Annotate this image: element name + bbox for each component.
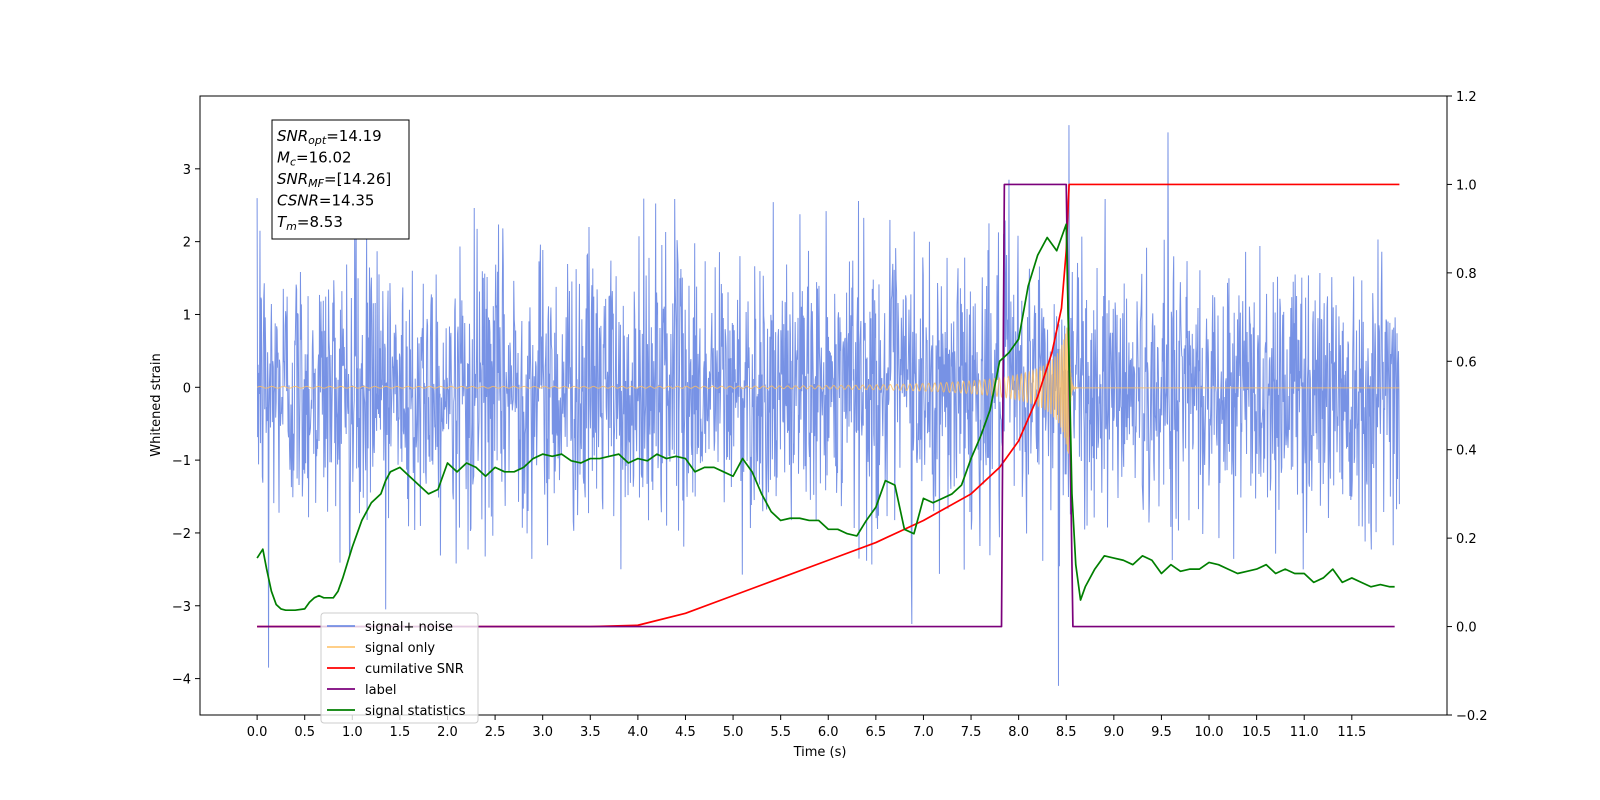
y2-tick-label: −0.2	[1456, 709, 1488, 724]
y-tick-label: −4	[172, 673, 191, 688]
annotation-line: Tm=8.53	[277, 213, 343, 233]
legend-label: signal+ noise	[365, 620, 453, 635]
x-tick-label: 9.5	[1151, 725, 1172, 740]
annotation-line: Mc=16.02	[277, 149, 352, 169]
x-tick-label: 2.5	[485, 725, 506, 740]
annotation-frame	[271, 119, 410, 240]
x-tick-label: 10.5	[1242, 725, 1271, 740]
y-tick-label: −2	[172, 527, 191, 542]
x-tick-label: 6.5	[866, 725, 887, 740]
x-tick-label: 11.5	[1337, 725, 1366, 740]
y-axis-left: 3 2 1 0 −1 −2 −3 −4	[172, 163, 200, 688]
series-signal-statistics	[256, 223, 1395, 612]
y2-tick-label: 1.0	[1456, 178, 1477, 193]
legend-label: signal statistics	[365, 704, 466, 719]
x-axis-title: Time (s)	[793, 745, 847, 760]
x-tick-label: 4.0	[628, 725, 649, 740]
y-axis-right: 1.2 1.0 0.8 0.6 0.4 0.2 0.0 −0.2	[1447, 90, 1488, 724]
y2-tick-label: 0.6	[1456, 355, 1477, 370]
legend-label: cumilative SNR	[365, 662, 464, 677]
y-tick-label: 2	[183, 236, 191, 251]
y2-tick-label: 0.8	[1456, 267, 1477, 282]
y2-tick-label: 0.0	[1456, 621, 1477, 636]
series-label	[257, 183, 1395, 628]
x-tick-label: 3.0	[532, 725, 553, 740]
x-tick-label: 7.5	[961, 725, 982, 740]
annotation-line: CSNR=14.35	[277, 192, 374, 210]
y-tick-label: −3	[172, 600, 191, 615]
x-tick-label: 9.0	[1103, 725, 1124, 740]
x-tick-label: 7.0	[913, 725, 934, 740]
y-tick-label: 3	[183, 163, 191, 178]
x-tick-label: 4.5	[675, 725, 696, 740]
x-tick-label: 2.0	[437, 725, 458, 740]
x-tick-label: 3.5	[580, 725, 601, 740]
y-axis-title: Whitened strain	[149, 353, 164, 456]
annotation-line: SNRopt=14.19	[277, 127, 382, 147]
x-tick-label: 1.5	[390, 725, 411, 740]
y2-tick-label: 1.2	[1456, 90, 1477, 105]
legend-frame	[320, 612, 479, 724]
legend: signal+ noise signal only cumilative SNR la…	[320, 612, 479, 724]
annotation-line: SNRMF=[14.26]	[277, 170, 391, 190]
series-signal-only	[256, 319, 1400, 454]
x-tick-label: 6.0	[818, 725, 839, 740]
series-signal-plus-noise	[256, 125, 1400, 686]
x-axis: 0.0 0.5 1.0 1.5 2.0 2.5 3.0 3.5 4.0 4.5 5.0 5.5 6.0 6…	[247, 715, 1366, 740]
x-tick-label: 11.0	[1290, 725, 1319, 740]
y2-tick-label: 0.2	[1456, 532, 1477, 547]
x-tick-label: 5.5	[770, 725, 791, 740]
x-tick-label: 0.0	[247, 725, 268, 740]
x-tick-label: 8.0	[1008, 725, 1029, 740]
legend-label: signal only	[365, 641, 435, 656]
y-tick-label: 1	[183, 308, 191, 323]
x-tick-label: 5.0	[723, 725, 744, 740]
x-tick-label: 10.0	[1195, 725, 1224, 740]
series-layer	[256, 125, 1400, 686]
x-tick-label: 1.0	[342, 725, 363, 740]
plot-frame	[199, 95, 1448, 716]
x-tick-label: 0.5	[294, 725, 315, 740]
x-tick-label: 8.5	[1056, 725, 1077, 740]
legend-label: label	[365, 683, 396, 698]
y-tick-label: 0	[183, 381, 191, 396]
y-tick-label: −1	[172, 454, 191, 469]
y2-tick-label: 0.4	[1456, 444, 1477, 459]
